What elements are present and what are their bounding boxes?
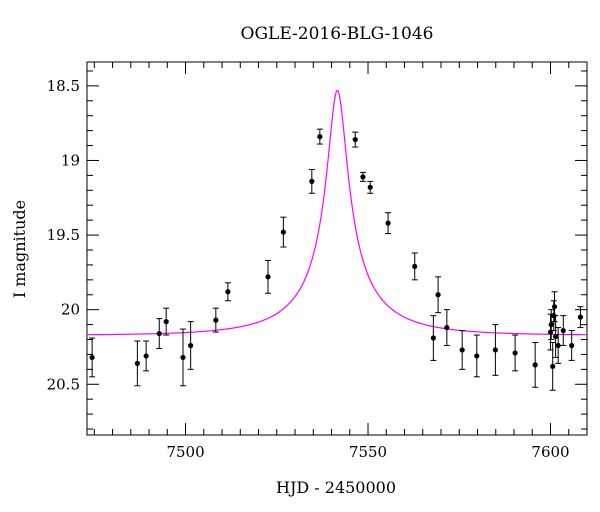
data-point xyxy=(385,212,392,235)
data-point xyxy=(359,171,366,182)
data-point xyxy=(411,252,418,281)
x-axis-label: HJD - 2450000 xyxy=(276,478,396,497)
data-point xyxy=(89,337,96,378)
data-point xyxy=(577,306,584,329)
data-point xyxy=(552,315,559,358)
data-marker xyxy=(134,360,140,366)
data-point xyxy=(224,282,231,302)
data-marker xyxy=(412,263,418,270)
data-marker xyxy=(474,353,480,359)
data-marker xyxy=(548,321,554,328)
data-point xyxy=(492,324,499,376)
data-point xyxy=(430,315,437,361)
data-point xyxy=(265,259,272,294)
data-marker xyxy=(225,289,231,295)
data-marker xyxy=(213,317,219,323)
data-point xyxy=(435,276,442,314)
data-point xyxy=(473,334,480,378)
ticks-layer xyxy=(87,62,588,435)
data-marker xyxy=(265,274,271,280)
y-tick-label: 19.5 xyxy=(47,226,80,244)
model-layer xyxy=(86,89,588,336)
data-point xyxy=(551,291,558,323)
data-marker xyxy=(435,292,441,298)
y-tick-label: 20.5 xyxy=(47,375,80,393)
plot-frame xyxy=(86,61,588,436)
data-marker xyxy=(492,347,498,353)
plot-border xyxy=(86,61,588,436)
y-tick-label: 18.5 xyxy=(47,77,80,95)
data-marker xyxy=(459,347,465,353)
data-point xyxy=(443,309,450,346)
data-marker xyxy=(577,314,584,320)
x-tick-label: 7550 xyxy=(349,443,387,461)
data-marker xyxy=(430,335,436,341)
data-marker xyxy=(367,184,373,190)
data-point xyxy=(143,340,150,372)
data-marker xyxy=(156,330,162,337)
data-marker xyxy=(180,354,186,361)
chart-title: OGLE-2016-BLG-1046 xyxy=(241,24,434,44)
data-marker xyxy=(317,134,323,140)
data-marker xyxy=(360,174,366,180)
data-marker xyxy=(550,363,556,369)
data-point xyxy=(316,128,323,145)
y-tick-label: 20 xyxy=(61,301,80,319)
data-point xyxy=(187,321,194,370)
data-point xyxy=(163,307,170,336)
data-point xyxy=(367,180,374,194)
data-marker xyxy=(444,324,450,331)
data-marker xyxy=(280,229,286,235)
data-point xyxy=(352,131,359,148)
data-point xyxy=(568,330,575,361)
data-marker xyxy=(551,304,558,310)
data-point xyxy=(212,307,219,333)
data-point xyxy=(280,216,287,248)
data-point xyxy=(179,328,186,387)
data-point xyxy=(532,341,539,388)
data-marker xyxy=(163,319,169,325)
data-point xyxy=(548,309,555,341)
data-marker xyxy=(188,342,194,349)
x-tick-label: 7500 xyxy=(166,443,204,461)
data-point xyxy=(560,315,567,346)
data-marker xyxy=(89,354,95,361)
x-tick-label: 7600 xyxy=(531,443,569,461)
data-point xyxy=(555,327,562,364)
data-point xyxy=(512,334,519,372)
data-point xyxy=(549,341,556,391)
data-point xyxy=(459,330,466,370)
tick-labels: 7500 7550 7600 18.5 19 19.5 20 20.5 xyxy=(47,77,570,461)
data-marker xyxy=(512,350,518,356)
data-point xyxy=(156,318,163,349)
data-marker xyxy=(352,136,358,143)
data-point xyxy=(134,340,141,387)
y-axis-label: I magnitude xyxy=(10,200,29,298)
model-curve xyxy=(86,89,588,336)
data-marker xyxy=(143,353,149,359)
data-point xyxy=(308,168,315,194)
data-marker xyxy=(555,342,561,349)
data-marker xyxy=(553,333,559,340)
data-marker xyxy=(569,342,575,349)
data-marker xyxy=(532,362,538,368)
points-layer xyxy=(89,128,584,391)
data-marker xyxy=(560,327,566,334)
data-marker xyxy=(385,220,391,226)
y-tick-label: 19 xyxy=(61,151,80,169)
data-marker xyxy=(309,178,315,184)
